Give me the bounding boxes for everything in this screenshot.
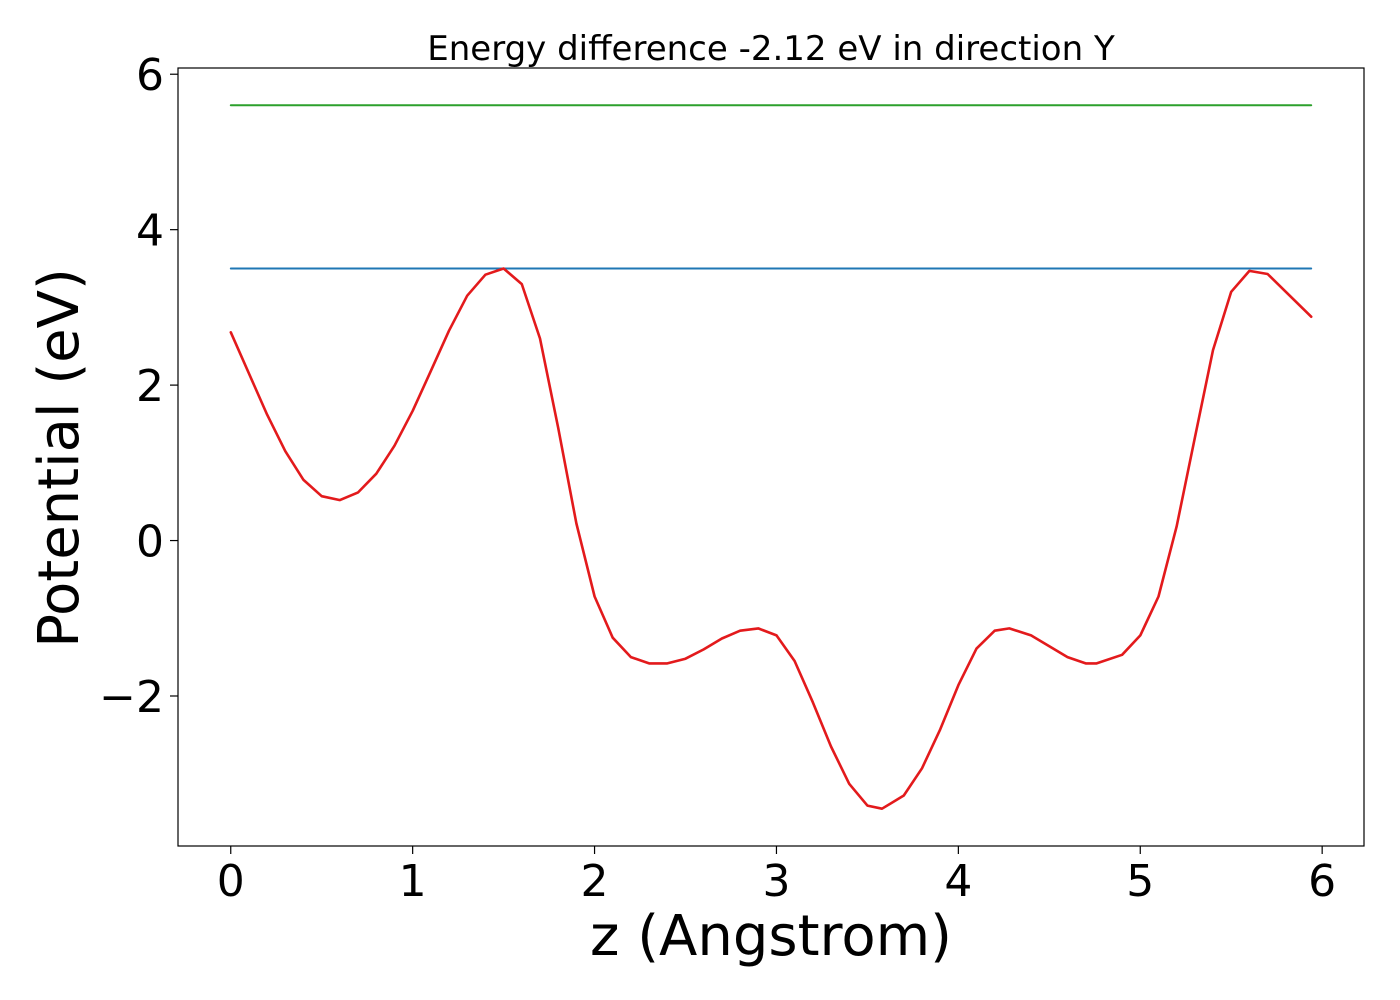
y-tick-label: 6 <box>136 50 164 101</box>
x-tick-label: 1 <box>399 856 427 907</box>
x-tick-label: 5 <box>1126 856 1154 907</box>
plot-frame <box>177 67 1365 847</box>
y-tick-label: 0 <box>136 517 164 568</box>
y-tick-label: 4 <box>136 206 164 257</box>
series-line-3 <box>229 267 1313 811</box>
plot-area <box>229 104 1313 811</box>
x-tick-label: 2 <box>581 856 609 907</box>
chart-title: Energy difference -2.12 eV in direction … <box>427 29 1115 69</box>
axes: 0 1 2 3 4 5 6 −2 0 2 4 6 <box>99 50 1365 907</box>
x-tick-label: 3 <box>762 856 790 907</box>
x-tick-label: 6 <box>1308 856 1336 907</box>
y-tick-label: 2 <box>136 361 164 412</box>
y-tick-label: −2 <box>99 672 164 723</box>
y-axis-label: Potential (eV) <box>27 268 92 648</box>
x-axis-label: z (Angstrom) <box>590 904 952 969</box>
x-tick-label: 4 <box>944 856 972 907</box>
x-tick-label: 0 <box>217 856 245 907</box>
